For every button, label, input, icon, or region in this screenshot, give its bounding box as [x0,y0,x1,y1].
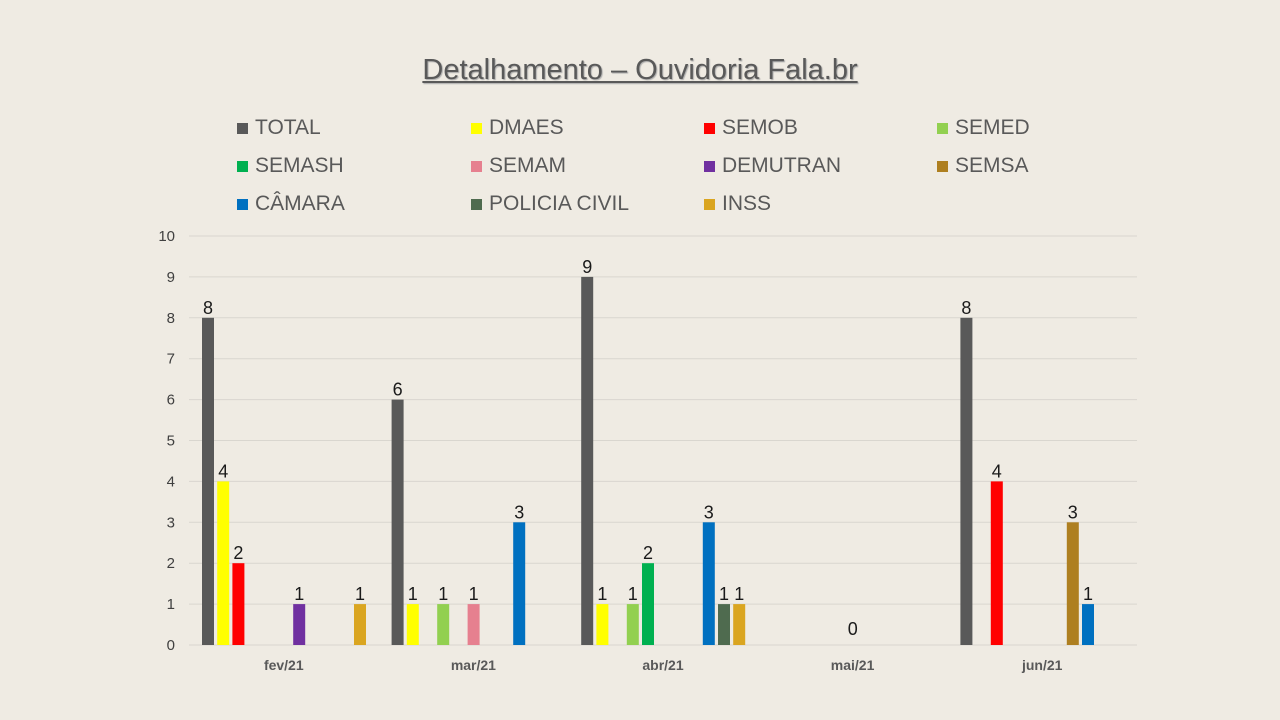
bar-c-mara [702,522,715,645]
x-tick-label: mai/21 [831,657,875,673]
data-label: 1 [734,584,744,604]
data-label: 1 [597,584,607,604]
legend-label: SEMASH [255,154,344,177]
data-label: 1 [1083,584,1093,604]
y-tick-label: 7 [167,351,175,368]
data-label: 9 [582,257,592,277]
legend-item: SEMOB [704,116,798,140]
data-label: 2 [643,543,653,563]
data-label: 4 [992,461,1002,481]
legend-label: INSS [722,192,772,215]
bar-semob [990,481,1003,645]
bar-semob [232,563,245,645]
legend-item: DEMUTRAN [704,154,841,178]
bar-semed [626,604,639,645]
data-label: 1 [294,584,304,604]
legend-item: POLICIA CIVIL [471,192,629,216]
x-tick-label: mar/21 [451,657,496,673]
legend-item: TOTAL [237,116,321,140]
y-tick-label: 2 [167,555,175,572]
data-label: 8 [961,298,971,318]
data-label: 1 [628,584,638,604]
legend-swatch [471,160,482,172]
bar-inss [354,604,366,645]
data-label: 8 [203,298,213,318]
x-tick-label: jun/21 [1021,657,1063,673]
bar-dmaes [217,481,230,645]
data-label: 2 [233,543,243,563]
legend-swatch [471,122,482,134]
y-tick-label: 4 [167,473,175,490]
bar-demutran [293,604,306,645]
legend-label: DMAES [489,116,564,139]
data-label: 1 [438,584,448,604]
data-label: 1 [469,584,479,604]
y-tick-label: 0 [167,637,175,654]
legend-swatch [471,198,482,210]
legend-label: SEMOB [722,116,798,139]
legend-label: SEMSA [955,154,1029,177]
legend-item: SEMAM [471,154,566,178]
x-tick-label: fev/21 [264,657,304,673]
y-tick-label: 9 [167,269,175,286]
bar-dmaes [406,604,419,645]
bar-c-mara [1082,604,1094,645]
bar-policia-civil [718,604,730,645]
legend-swatch [237,198,248,210]
bar-total [391,399,404,645]
bar-c-mara [513,522,526,645]
legend-swatch [704,198,715,210]
y-tick-label: 5 [167,433,175,450]
data-label: 3 [1068,502,1078,522]
bar-semam [467,604,480,645]
legend-item: DMAES [471,116,564,140]
legend-label: POLICIA CIVIL [489,192,630,215]
legend-swatch [237,122,248,134]
x-tick-label: abr/21 [642,657,683,673]
data-label: 1 [719,584,729,604]
bar-semed [437,604,450,645]
data-label: 6 [393,380,403,400]
y-tick-label: 10 [158,228,175,245]
legend-label: SEMED [955,116,1030,139]
data-label: 3 [514,502,524,522]
legend-item: CÂMARA [237,192,345,216]
legend-label: TOTAL [255,116,321,139]
data-label: 1 [408,584,418,604]
data-label: 4 [218,461,228,481]
legend-item: SEMED [937,116,1030,140]
bar-total [581,276,594,645]
data-label: 0 [848,619,858,639]
legend-label: CÂMARA [255,192,345,215]
bar-semash [642,563,654,645]
legend-swatch [937,160,948,172]
y-tick-label: 3 [167,514,175,531]
y-tick-label: 6 [167,392,175,409]
bar-inss [733,604,746,645]
bar-dmaes [596,604,609,645]
legend-swatch [237,160,248,172]
chart-title: Detalhamento – Ouvidoria Fala.br [422,54,858,86]
legend-item: SEMSA [937,154,1029,178]
bar-total [960,317,973,645]
legend-label: SEMAM [489,154,567,177]
legend-swatch [704,160,715,172]
data-label: 3 [704,502,714,522]
y-tick-label: 8 [167,310,175,327]
legend-item: INSS [704,192,771,216]
legend-swatch [937,122,948,134]
legend-item: SEMASH [237,154,344,178]
legend-label: DEMUTRAN [722,154,841,177]
y-tick-label: 1 [167,596,175,613]
data-label: 1 [355,584,365,604]
bar-total [202,317,214,645]
legend-swatch [704,122,715,134]
bar-semsa [1066,522,1079,645]
